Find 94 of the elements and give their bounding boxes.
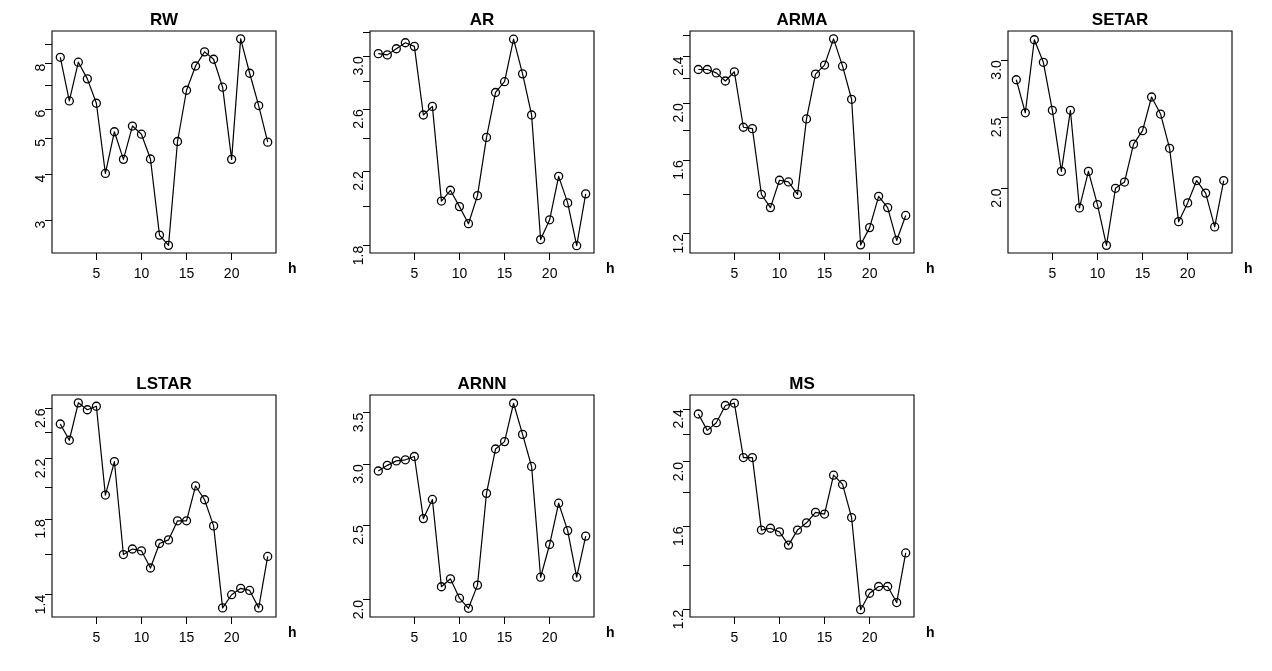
y-tick-label: 2.4 [669,56,686,76]
y-tick-label: 2.0 [669,102,686,123]
y-tick-label: 2.2 [31,458,48,479]
chart-title: LSTAR [136,374,192,394]
point [190,61,201,71]
x-tick-label: 5 [730,265,739,282]
point [109,127,120,137]
x-tick-label: 15 [496,629,513,646]
x-tick-label: 20 [223,265,240,282]
x-axis-title: h [926,623,935,640]
x-axis-title: h [606,623,615,640]
y-tick-label: 2.6 [31,408,48,429]
x-tick-label: 15 [496,265,513,282]
x-axis-title: h [1244,259,1253,276]
x-tick-label: 10 [771,265,788,282]
x-tick-label: 20 [861,265,878,282]
x-tick-label: 5 [730,629,739,646]
point [263,137,273,147]
chart-title: ARNN [457,374,507,394]
point [236,34,246,44]
point [73,57,83,67]
y-tick-label: 3.0 [987,59,1004,80]
point [100,168,111,179]
chart-title: MS [789,374,815,394]
point [199,47,210,57]
y-tick-label: 1.6 [669,526,686,546]
y-tick-label: 1.8 [31,518,48,539]
x-tick-label: 10 [133,629,150,646]
point [145,154,156,164]
y-tick-label: 3.0 [349,55,366,76]
x-tick-label: 5 [410,629,419,646]
x-tick-label: 5 [410,265,419,282]
point [91,98,102,108]
y-tick-label: 2.4 [669,408,686,429]
y-tick-label: 3 [31,220,48,229]
y-tick-label: 2.5 [349,525,366,545]
point [208,54,219,64]
x-tick-label: 20 [861,629,878,646]
x-tick-label: 10 [451,629,468,646]
y-tick-label: 2.6 [349,109,366,129]
point [163,240,174,250]
x-tick-label: 20 [223,629,240,646]
x-tick-label: 10 [771,629,788,646]
x-tick-label: 15 [178,265,195,282]
point [118,154,129,165]
y-tick-label: 2.5 [987,117,1004,138]
y-tick-label: 4 [31,174,48,183]
chart-title: ARMA [776,10,828,30]
y-tick-label: 1.8 [349,245,366,266]
x-tick-label: 15 [816,629,833,646]
y-tick-label: 8 [31,63,48,72]
x-tick-label: 20 [541,629,558,646]
point [226,154,237,165]
point [64,96,74,106]
y-tick-label: 3.0 [349,464,366,484]
point [245,68,255,78]
point [254,100,264,111]
y-tick-label: 2.0 [349,599,366,620]
x-tick-label: 15 [816,265,833,282]
x-tick-label: 5 [92,265,101,282]
y-tick-label: 5 [31,138,48,147]
x-axis-title: h [288,623,297,640]
y-tick-label: 1.2 [669,609,686,630]
x-tick-label: 20 [1179,265,1196,282]
x-tick-label: 15 [178,629,195,646]
point [127,121,138,131]
y-tick-label: 6 [31,109,48,118]
x-axis-title: h [926,259,935,276]
x-tick-label: 15 [1134,265,1151,282]
y-tick-label: 2.0 [669,461,686,482]
x-axis-title: h [606,259,615,276]
point [55,52,65,62]
point [154,230,165,240]
y-tick-label: 1.4 [31,594,48,615]
chart-title: AR [469,10,495,30]
x-tick-label: 5 [1048,265,1057,282]
x-tick-label: 5 [92,629,101,646]
y-tick-label: 1.6 [669,160,686,180]
y-tick-label: 2.0 [987,188,1004,208]
y-tick-label: 3.5 [349,412,366,433]
chart-title: RW [149,10,179,30]
x-tick-label: 10 [1089,265,1106,282]
x-tick-label: 10 [451,265,468,282]
x-tick-label: 20 [541,265,558,282]
point [217,82,228,92]
point [82,74,92,84]
point [181,85,192,95]
point [172,136,183,147]
point [136,129,147,139]
y-tick-label: 2.2 [349,171,366,191]
x-axis-title: h [288,259,297,276]
chart-title: SETAR [1091,10,1149,30]
x-tick-label: 10 [133,265,150,282]
y-tick-label: 1.2 [669,233,686,254]
